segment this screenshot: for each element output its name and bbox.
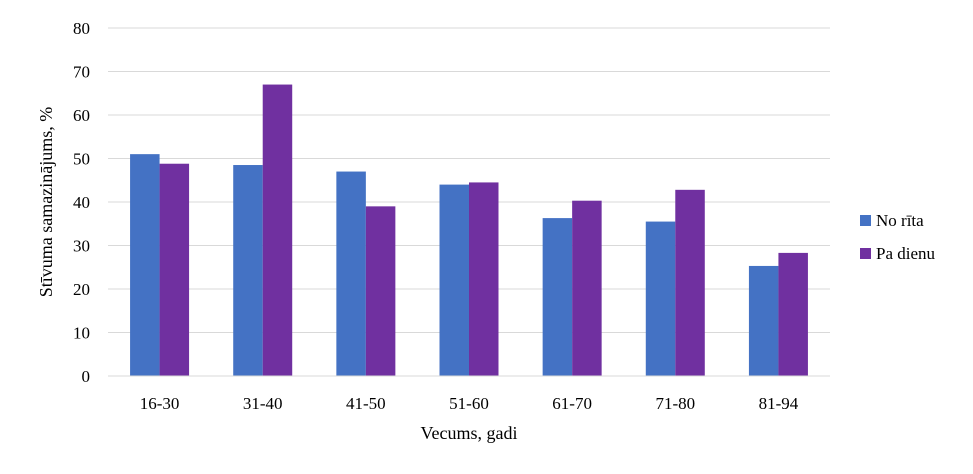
legend: No rīta Pa dienu — [860, 211, 936, 263]
y-tick-label: 80 — [73, 19, 90, 38]
x-tick-label: 61-70 — [552, 394, 592, 413]
bar-no-rita-16-30 — [130, 154, 160, 376]
y-axis-ticks: 0 10 20 30 40 50 60 70 80 — [73, 19, 90, 386]
x-tick-label: 41-50 — [346, 394, 386, 413]
x-tick-label: 71-80 — [655, 394, 695, 413]
legend-label: Pa dienu — [876, 244, 936, 263]
y-tick-label: 50 — [73, 150, 90, 169]
bar-pa-dienu-51-60 — [469, 182, 499, 376]
y-axis-label: Stīvuma samazinājums, % — [36, 107, 56, 297]
bar-pa-dienu-81-94 — [778, 252, 808, 376]
legend-label: No rīta — [876, 211, 924, 230]
bar-no-rita-51-60 — [439, 184, 469, 376]
x-axis-ticks: 16-30 31-40 41-50 51-60 61-70 71-80 81-94 — [140, 394, 799, 413]
bar-pa-dienu-16-30 — [159, 163, 190, 376]
bar-no-rita-41-50 — [336, 171, 366, 376]
y-tick-label: 20 — [73, 280, 90, 299]
y-tick-label: 0 — [82, 367, 91, 386]
x-tick-label: 51-60 — [449, 394, 489, 413]
bar-pa-dienu-71-80 — [675, 189, 705, 376]
legend-swatch — [860, 248, 871, 259]
bar-pa-dienu-61-70 — [572, 200, 602, 376]
bar-pa-dienu-31-40 — [262, 84, 293, 377]
bar-no-rita-81-94 — [748, 265, 779, 376]
legend-swatch — [860, 215, 871, 226]
bars — [130, 84, 808, 377]
bar-pa-dienu-41-50 — [365, 206, 396, 376]
y-tick-label: 10 — [73, 324, 90, 343]
bar-no-rita-31-40 — [233, 165, 263, 376]
x-tick-label: 16-30 — [140, 394, 180, 413]
y-tick-label: 30 — [73, 237, 90, 256]
bar-no-rita-61-70 — [542, 218, 573, 376]
x-tick-label: 81-94 — [759, 394, 799, 413]
x-axis-label: Vecums, gadi — [421, 423, 518, 443]
y-tick-label: 70 — [73, 63, 90, 82]
y-tick-label: 40 — [73, 193, 90, 212]
x-tick-label: 31-40 — [243, 394, 283, 413]
bar-no-rita-71-80 — [645, 221, 676, 376]
y-tick-label: 60 — [73, 106, 90, 125]
